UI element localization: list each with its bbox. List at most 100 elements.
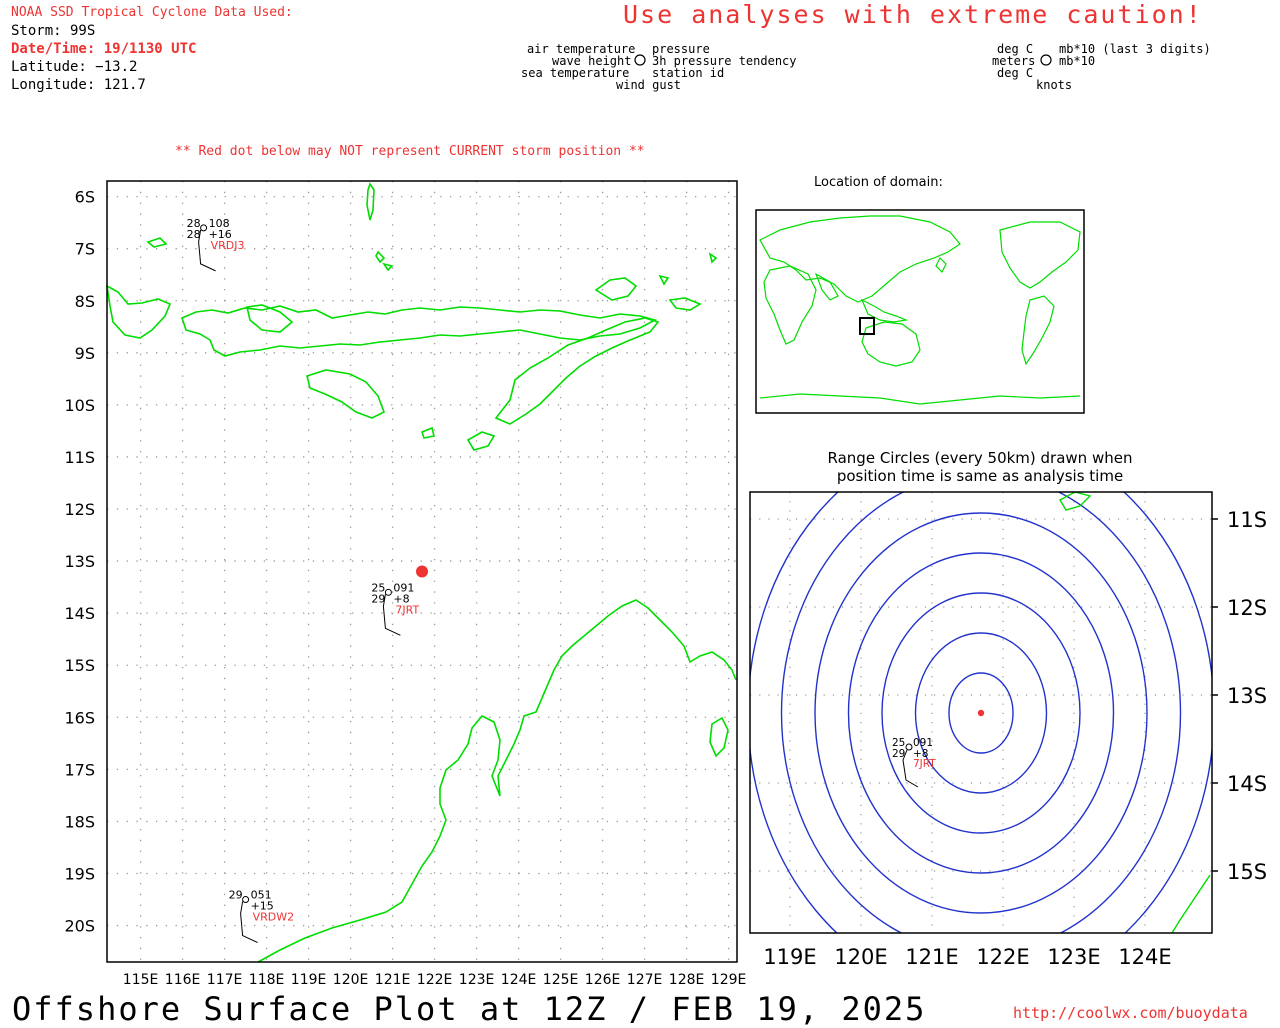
station-id: VRDW2 (253, 911, 295, 924)
datetime-label: Date/Time: 19/1130 UTC (11, 41, 197, 57)
wind-barb-icon (198, 229, 216, 272)
coast-islet-5 (658, 274, 670, 286)
range-station-pressure: 091 (913, 737, 933, 749)
main-lon-label: 129E (711, 972, 747, 988)
coast-islet-3 (382, 262, 394, 272)
main-lat-label: 9S (75, 344, 95, 363)
main-lat-label: 16S (64, 708, 95, 727)
range-lat-label: 11S (1227, 508, 1267, 532)
main-lat-label: 17S (64, 760, 95, 779)
range-lat-label: 13S (1227, 684, 1267, 708)
coast-australia-cape (709, 716, 729, 758)
main-lat-label: 12S (64, 500, 95, 519)
main-lat-label: 19S (64, 864, 95, 883)
world-coastlines (759, 215, 1081, 405)
longitude-label: Longitude: 121.7 (11, 77, 146, 93)
range-station-air-temp: 25 (892, 737, 905, 749)
unit-wave-height: meters (992, 54, 1036, 68)
range-lat-labels: 11S 12S 13S 14S 15S (1227, 508, 1267, 884)
main-lon-label: 124E (501, 972, 537, 988)
station-id: 7JRT (395, 603, 419, 616)
range-station-sea-temp: 29 (892, 748, 905, 760)
main-lon-label: 117E (207, 972, 243, 988)
range-circle (948, 672, 1014, 754)
range-map: Range Circles (every 50km) drawn when po… (749, 449, 1267, 969)
range-lon-label: 120E (834, 945, 887, 969)
station-tendency: +16 (209, 228, 232, 241)
main-lon-labels: 115E 116E 117E 118E 119E 120E 121E 122E 123E 124E… (123, 972, 747, 988)
main-lat-label: 18S (64, 812, 95, 831)
main-lon-label: 127E (627, 972, 663, 988)
wind-barb-icon (382, 594, 401, 636)
location-inset-title: Location of domain: (814, 175, 943, 190)
latitude-label: Latitude: −13.2 (11, 59, 138, 75)
main-lat-label: 7S (75, 240, 95, 259)
coast-sumba (306, 369, 386, 419)
legend-wave-height: wave height (552, 54, 632, 68)
legend-tendency: 3h pressure tendency (652, 54, 797, 68)
coast-north-islet (366, 182, 375, 221)
main-map-frame (106, 180, 738, 963)
unit-sea-temp: deg C (997, 66, 1034, 80)
unit-pressure: mb*10 (last 3 digits) (1059, 42, 1211, 56)
main-lon-label: 121E (375, 972, 411, 988)
legend-air-temp: air temperature (527, 42, 636, 56)
station-air-temp: 29 (229, 889, 243, 902)
storm-label: Storm: 99S (11, 23, 96, 39)
footer-title: Offshore Surface Plot at 12Z / FEB 19, 2… (12, 990, 927, 1028)
station-pressure: 091 (393, 581, 414, 594)
main-lon-label: 123E (459, 972, 495, 988)
range-circle (814, 512, 1148, 914)
station-tendency: +15 (251, 900, 274, 913)
legend-station-circle-icon (634, 54, 646, 66)
range-map-grid (750, 492, 1218, 933)
legend-pressure: pressure (652, 42, 710, 56)
location-inset-frame (755, 209, 1085, 414)
main-lat-label: 10S (64, 396, 95, 415)
range-lon-label: 123E (1047, 945, 1100, 969)
range-lon-label: 122E (976, 945, 1029, 969)
main-lon-label: 119E (291, 972, 327, 988)
legend-station-id: station id (652, 66, 725, 80)
legend-units-circle-icon (1040, 54, 1052, 66)
range-lat-label: 14S (1227, 772, 1267, 796)
range-lon-labels: 119E 120E 121E 122E 123E 124E (763, 945, 1171, 969)
range-lon-label: 124E (1118, 945, 1171, 969)
legend-sea-temp: sea temperature (521, 66, 630, 80)
unit-tendency: mb*10 (1059, 54, 1096, 68)
station-sea-temp: 28 (187, 228, 201, 241)
coast-rote (466, 431, 496, 451)
range-storm-dot (977, 709, 985, 717)
coast-flores-chain (181, 305, 658, 357)
range-circle (847, 552, 1115, 874)
main-lat-label: 6S (75, 188, 95, 207)
range-map-title-line1: Range Circles (every 50km) drawn when (828, 449, 1133, 467)
domain-box-marker (859, 317, 875, 335)
wind-barb-icon (240, 901, 258, 943)
station-air-temp: 25 (371, 581, 385, 594)
coast-islet-4 (708, 252, 718, 264)
main-lon-label: 125E (543, 972, 579, 988)
range-station-id: 7JRT (913, 758, 936, 770)
location-inset: Location of domain: (755, 175, 1085, 414)
coast-lombok (105, 284, 172, 339)
range-lat-label: 15S (1227, 860, 1267, 884)
range-lon-label: 119E (763, 945, 816, 969)
footer-url[interactable]: http://coolwx.com/buoydata (1013, 1004, 1248, 1022)
main-lon-label: 122E (417, 972, 453, 988)
station-circle-icon (384, 588, 392, 596)
coast-timor (494, 317, 660, 425)
station-sea-temp: 29 (371, 592, 385, 605)
main-lon-label: 126E (585, 972, 621, 988)
range-station-7jrt: 25 091 29 +8 7JRT (892, 737, 936, 788)
main-lon-label: 120E (333, 972, 369, 988)
coast-australia-nw (257, 599, 737, 963)
range-circles (750, 492, 1212, 933)
legend-wind-gust: wind gust (616, 78, 682, 92)
station-id: VRDJ3 (211, 239, 245, 252)
station-tendency: +8 (393, 592, 409, 605)
unit-wind-gust: knots (1036, 78, 1073, 92)
